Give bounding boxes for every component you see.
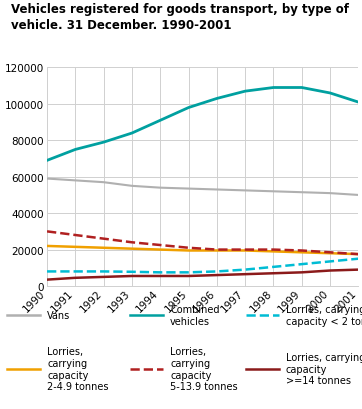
Text: Lorries,
carrying
capacity
5-13.9 tonnes: Lorries, carrying capacity 5-13.9 tonnes [170,346,238,391]
Text: Lorries, carrying
capacity < 2 tonnes: Lorries, carrying capacity < 2 tonnes [286,304,362,326]
Text: Combined
vehicles: Combined vehicles [170,304,220,326]
Text: Lorries, carrying
capacity
>=14 tonnes: Lorries, carrying capacity >=14 tonnes [286,353,362,385]
Text: Lorries,
carrying
capacity
2-4.9 tonnes: Lorries, carrying capacity 2-4.9 tonnes [47,346,109,391]
Text: Vehicles registered for goods transport, by type of
vehicle. 31 December. 1990-2: Vehicles registered for goods transport,… [11,3,349,32]
Text: Vans: Vans [47,310,70,320]
